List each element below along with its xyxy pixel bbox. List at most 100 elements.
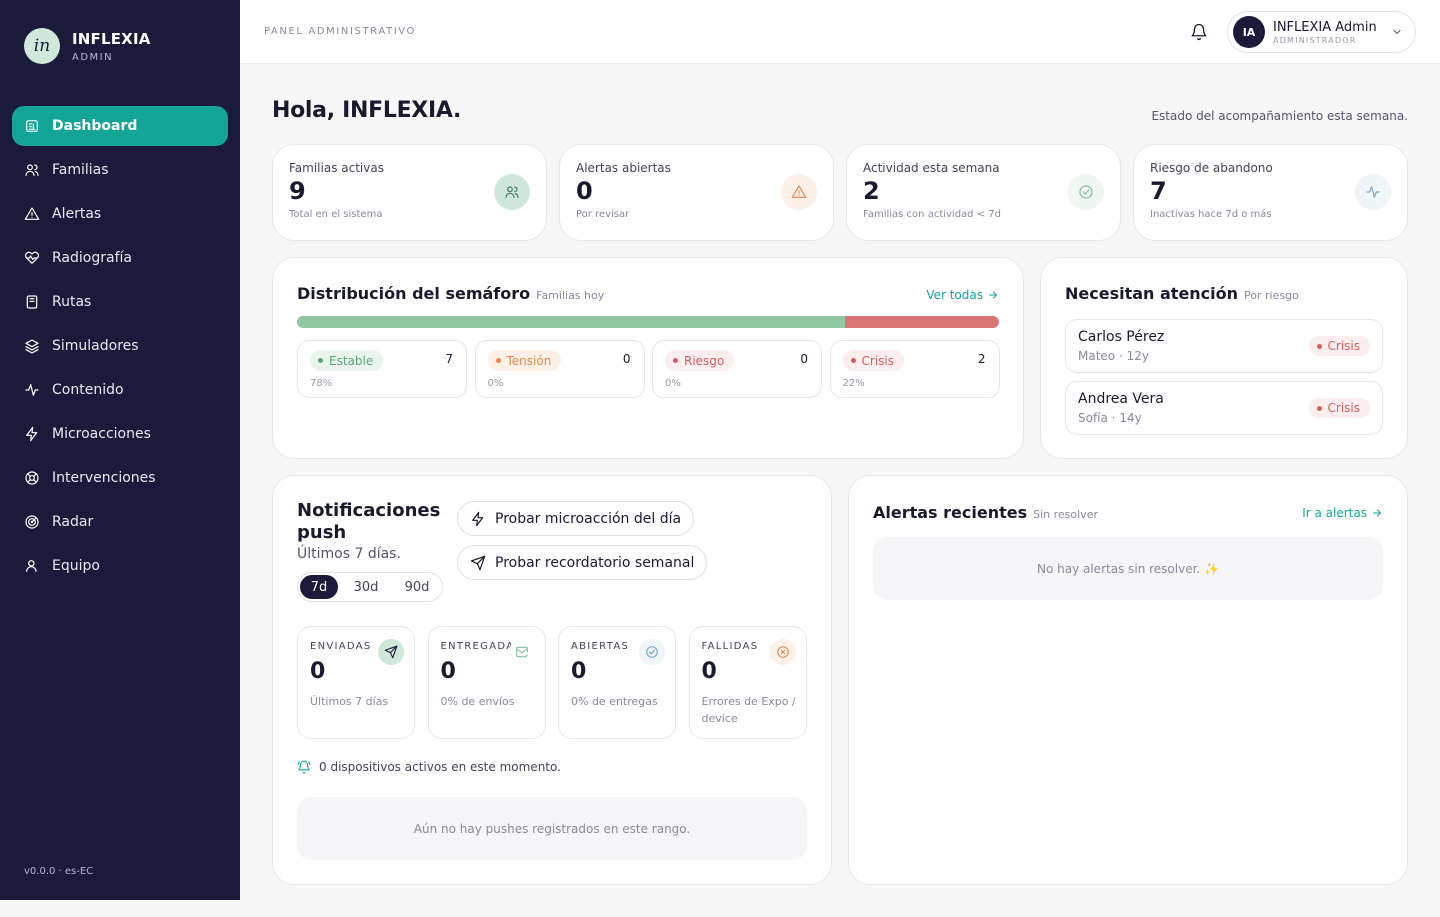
chevron-down-icon xyxy=(1393,30,1401,34)
push-empty-state: Aún no hay pushes registrados en este ra… xyxy=(297,797,807,860)
stat-value: 2 xyxy=(863,177,880,205)
users-icon xyxy=(505,186,519,198)
alert-triangle-icon xyxy=(24,207,40,220)
sidebar-item-label: Equipo xyxy=(52,558,100,574)
range-option-30d[interactable]: 30d xyxy=(353,579,379,595)
attention-item[interactable]: Carlos Pérez Mateo · 12y Crisis xyxy=(1065,319,1383,373)
sidebar-item-label: Simuladores xyxy=(52,338,139,354)
stat-icon-wrap xyxy=(781,174,817,210)
push-sub: Últimos 7 días. xyxy=(297,546,401,562)
family-meta: Sofía · 14y xyxy=(1078,411,1142,425)
sidebar-item-alertas[interactable]: Alertas xyxy=(12,194,228,234)
range-option-7d[interactable]: 7d xyxy=(300,575,338,599)
users-icon xyxy=(25,164,39,176)
sidebar-item-radiografia[interactable]: Radiografía xyxy=(12,238,228,278)
stat-label: Familias activas xyxy=(289,161,384,175)
level-percent: 78% xyxy=(310,378,333,389)
brand-name: INFLEXIA xyxy=(72,29,151,48)
push-stat-value: 0 xyxy=(701,659,717,684)
test-weekly-reminder-button[interactable]: Probar recordatorio semanal xyxy=(457,545,708,580)
alert-triangle-icon xyxy=(791,185,807,198)
push-stat-icon-wrap xyxy=(378,639,404,665)
check-circle-icon xyxy=(1079,185,1093,199)
check-circle-icon xyxy=(646,646,658,658)
push-stat-sub: 0% de entregas xyxy=(571,695,658,708)
push-stat-sub: Errores de Expo / device xyxy=(701,695,796,725)
push-stat-enviadas: ENVIADAS 0 Últimos 7 días xyxy=(297,626,415,739)
sidebar-item-contenido[interactable]: Contenido xyxy=(12,370,228,410)
semaforo-level-estable: Estable 7 78% xyxy=(297,340,467,398)
recent-alerts-card: Alertas recientes Sin resolver Ir a alert… xyxy=(848,475,1408,885)
push-stat-icon-wrap xyxy=(769,639,796,665)
sidebar-item-label: Radar xyxy=(52,514,94,530)
recent-alerts-empty-state: No hay alertas sin resolver. ✨ xyxy=(873,537,1383,600)
attention-card: Necesitan atención Por riesgo Carlos Pére… xyxy=(1040,257,1408,459)
sidebar-item-equipo[interactable]: Equipo xyxy=(12,546,228,586)
radar-icon xyxy=(25,515,39,529)
sidebar-item-simuladores[interactable]: Simuladores xyxy=(12,326,228,366)
level-percent: 22% xyxy=(842,378,865,389)
sidebar-nav: Dashboard Familias Alertas Radiografía Rutas… xyxy=(12,106,228,590)
stat-sub: Total en el sistema xyxy=(289,209,383,220)
week-status: Estado del acompañamiento esta semana. xyxy=(1151,109,1408,123)
lifebuoy-icon xyxy=(25,471,39,485)
push-title: Notificaciones push xyxy=(297,500,441,543)
level-percent: 0% xyxy=(665,378,681,389)
sidebar-item-radar[interactable]: Radar xyxy=(12,502,228,542)
test-microaction-button[interactable]: Probar microacción del día xyxy=(457,501,695,536)
layers-icon xyxy=(25,339,39,354)
topbar-title: PANEL ADMINISTRATIVO xyxy=(264,26,416,37)
page-title: Hola, INFLEXIA. xyxy=(272,98,462,123)
stat-card: Riesgo de abandono 7 Inactivas hace 7d o m… xyxy=(1133,144,1408,241)
stat-label: Riesgo de abandono xyxy=(1150,161,1273,175)
bell-ring-icon xyxy=(297,760,311,774)
activity-icon xyxy=(25,384,39,396)
dashboard-icon xyxy=(26,120,38,132)
level-badge: Tensión xyxy=(487,350,562,371)
sidebar-item-rutas[interactable]: Rutas xyxy=(12,282,228,322)
ver-todas-link[interactable]: Ver todas xyxy=(926,288,999,302)
send-icon xyxy=(470,555,486,570)
sidebar: in INFLEXIA ADMIN Dashboard Familias Alert… xyxy=(0,0,240,900)
attention-item[interactable]: Andrea Vera Sofía · 14y Crisis xyxy=(1065,381,1383,435)
push-card: Notificaciones push Últimos 7 días. Prob… xyxy=(272,475,832,885)
push-stat-label: ENVIADAS xyxy=(310,641,372,652)
user-icon xyxy=(26,560,37,572)
semaforo-card: Distribución del semáforo Familias hoy Ve… xyxy=(272,257,1024,459)
sidebar-item-dashboard[interactable]: Dashboard xyxy=(12,106,228,146)
range-selector: 7d 30d 90d xyxy=(297,572,443,602)
stat-value: 7 xyxy=(1150,177,1167,205)
push-stat-icon-wrap xyxy=(639,639,665,665)
x-circle-icon xyxy=(776,646,789,658)
sidebar-item-label: Alertas xyxy=(52,206,102,222)
attention-title: Necesitan atención Por riesgo xyxy=(1065,284,1299,303)
level-count: 0 xyxy=(800,352,808,366)
push-stat-icon-wrap xyxy=(508,639,535,665)
brand[interactable]: in INFLEXIA ADMIN xyxy=(24,28,151,64)
stat-icon-wrap xyxy=(1355,174,1391,210)
range-option-90d[interactable]: 90d xyxy=(404,579,430,595)
stat-card: Alertas abiertas 0 Por revisar xyxy=(559,144,834,241)
sidebar-item-microacciones[interactable]: Microacciones xyxy=(12,414,228,454)
activity-icon xyxy=(1366,186,1380,198)
push-stat-label: ABIERTAS xyxy=(571,641,630,652)
sidebar-item-intervenciones[interactable]: Intervenciones xyxy=(12,458,228,498)
stat-value: 9 xyxy=(289,177,306,205)
level-badge: Estable xyxy=(310,350,384,371)
brand-sub: ADMIN xyxy=(72,51,114,63)
bell-icon[interactable] xyxy=(1190,23,1208,41)
stat-sub: Por revisar xyxy=(576,209,630,220)
sidebar-item-familias[interactable]: Familias xyxy=(12,150,228,190)
recent-alerts-title: Alertas recientes Sin resolver xyxy=(873,503,1098,522)
zap-icon xyxy=(26,426,38,442)
push-stat-fallidas: FALLIDAS 0 Errores de Expo / device xyxy=(688,626,807,739)
push-stat-entregadas: ENTREGADAS 0 0% de envíos xyxy=(427,626,546,739)
sidebar-item-label: Dashboard xyxy=(52,118,138,134)
family-name: Carlos Pérez xyxy=(1078,329,1165,345)
devices-status: 0 dispositivos activos en este momento. xyxy=(297,760,561,774)
mail-check-icon xyxy=(515,646,528,658)
arrow-right-icon xyxy=(1372,509,1382,517)
user-menu[interactable]: IA INFLEXIA Admin ADMINISTRADOR xyxy=(1227,11,1416,53)
semaforo-bar xyxy=(297,316,999,328)
go-to-alerts-link[interactable]: Ir a alertas xyxy=(1302,506,1383,520)
